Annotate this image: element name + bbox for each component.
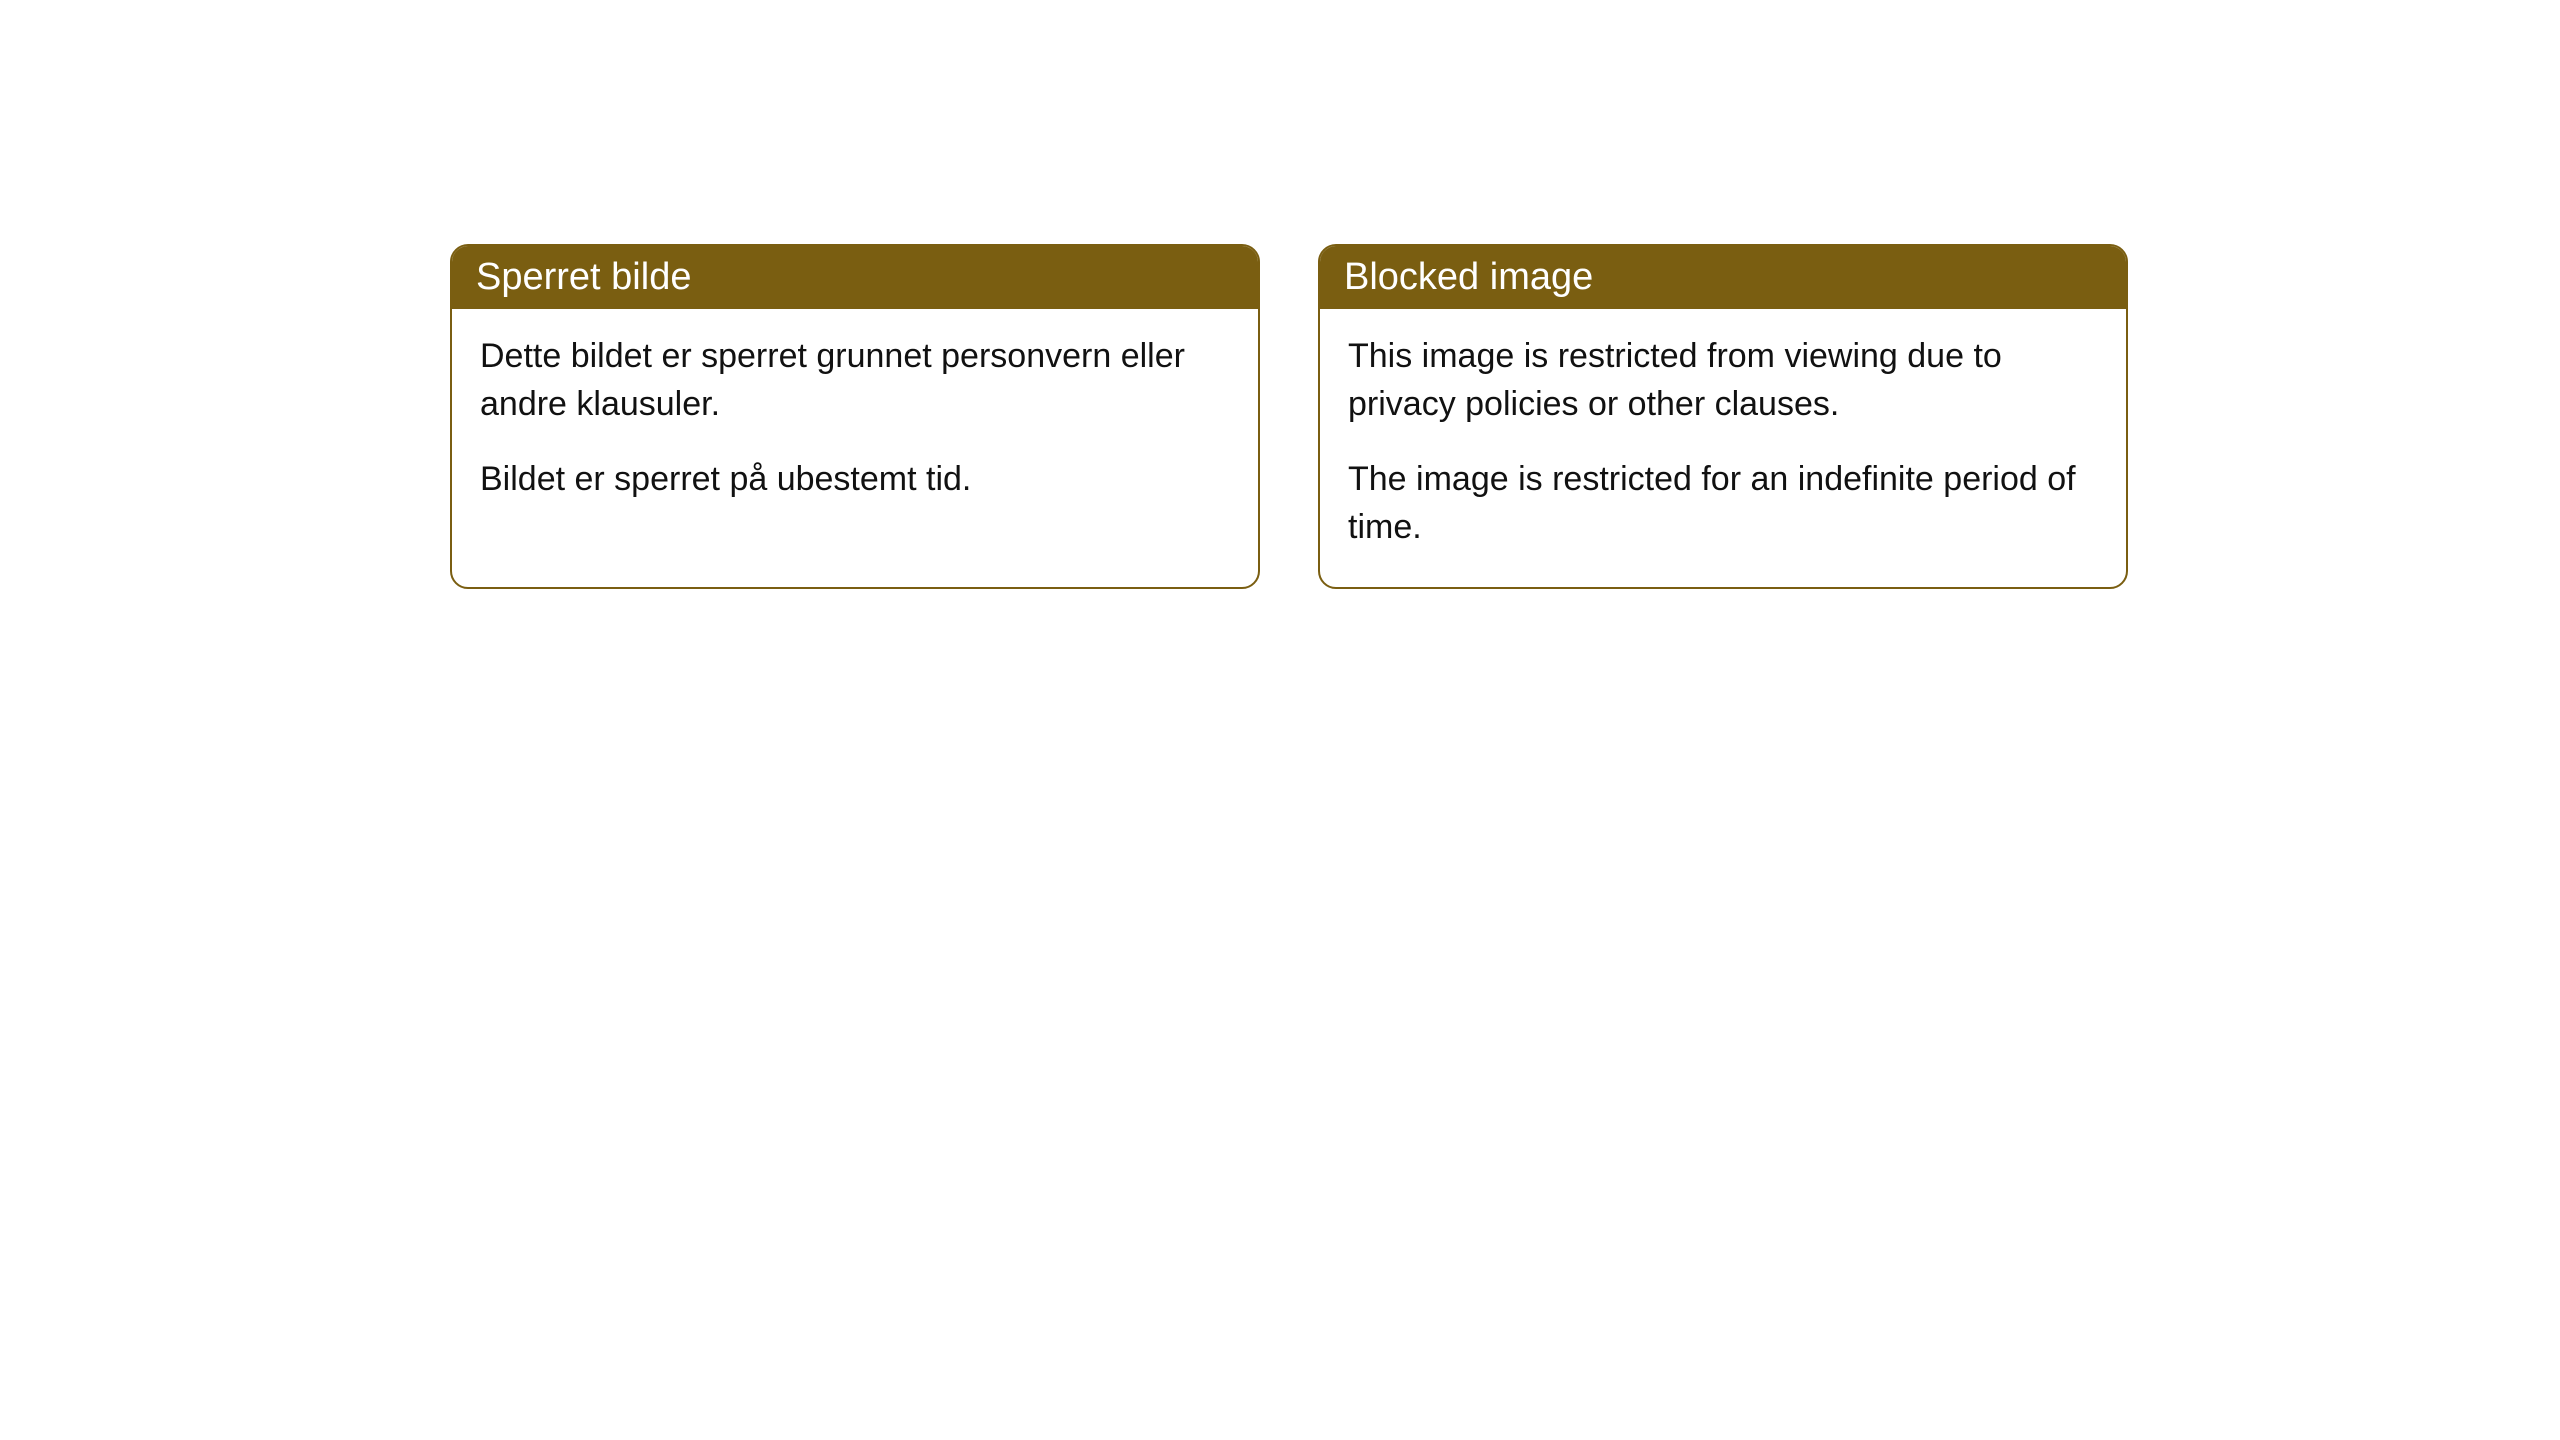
notice-cards-container: Sperret bilde Dette bildet er sperret gr… (0, 0, 2560, 589)
notice-card-norwegian: Sperret bilde Dette bildet er sperret gr… (450, 244, 1260, 589)
card-paragraph: Bildet er sperret på ubestemt tid. (480, 456, 1230, 504)
card-title: Sperret bilde (476, 256, 691, 298)
card-header-norwegian: Sperret bilde (452, 246, 1258, 309)
card-title: Blocked image (1344, 256, 1593, 298)
card-body-norwegian: Dette bildet er sperret grunnet personve… (452, 309, 1258, 540)
card-paragraph: Dette bildet er sperret grunnet personve… (480, 333, 1230, 428)
card-paragraph: The image is restricted for an indefinit… (1348, 456, 2098, 551)
notice-card-english: Blocked image This image is restricted f… (1318, 244, 2128, 589)
card-header-english: Blocked image (1320, 246, 2126, 309)
card-paragraph: This image is restricted from viewing du… (1348, 333, 2098, 428)
card-body-english: This image is restricted from viewing du… (1320, 309, 2126, 587)
